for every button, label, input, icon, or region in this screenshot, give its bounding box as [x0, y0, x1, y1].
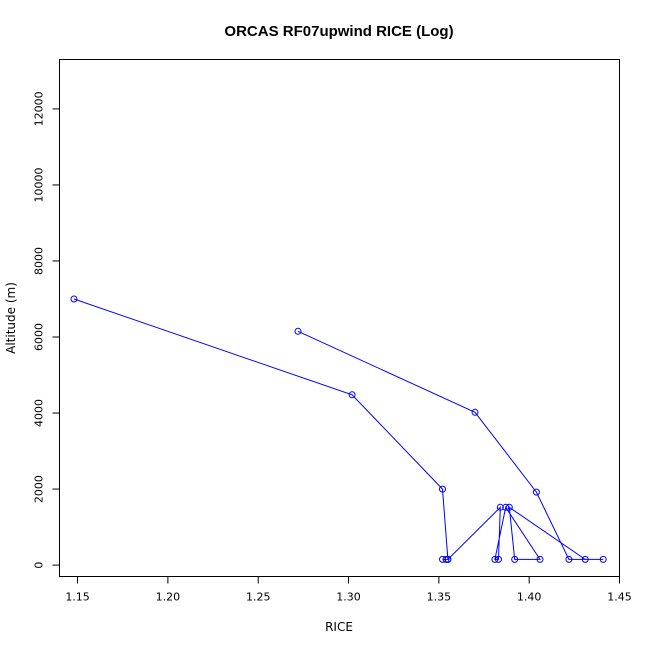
- x-axis-label: RICE: [325, 620, 353, 634]
- x-tick-label: 1.30: [336, 591, 361, 604]
- chart-title: ORCAS RF07upwind RICE (Log): [224, 23, 453, 40]
- data-point: [532, 488, 540, 496]
- data-point: [599, 555, 607, 563]
- x-tick-label: 1.15: [65, 591, 90, 604]
- data-point: [496, 503, 504, 511]
- plot-area: [59, 59, 620, 577]
- data-point: [565, 555, 573, 563]
- y-tick-label: 0: [33, 562, 46, 569]
- y-tick-label: 6000: [33, 323, 46, 351]
- x-tick-label: 1.40: [517, 591, 542, 604]
- data-point: [581, 555, 589, 563]
- x-axis: 1.15 1.20 1.25 1.30 1.35 1.40 1.45: [65, 576, 632, 604]
- data-point: [439, 485, 446, 493]
- data-point: [505, 503, 513, 511]
- data-point: [495, 555, 502, 563]
- data-point: [511, 555, 519, 563]
- y-tick-label: 4000: [33, 399, 46, 427]
- data-point: [536, 555, 544, 563]
- data-point: [444, 555, 452, 563]
- data-point: [491, 555, 499, 563]
- y-tick-label: 10000: [33, 167, 46, 202]
- data-point: [294, 327, 302, 335]
- data-series: [70, 295, 607, 563]
- y-axis-label: Altitude (m): [4, 282, 18, 354]
- data-point: [70, 295, 78, 303]
- y-axis: 0 2000 4000 6000 8000 10000 12000: [33, 91, 60, 569]
- x-tick-label: 1.35: [427, 591, 452, 604]
- x-tick-label: 1.20: [156, 591, 181, 604]
- series-line: [73, 298, 604, 560]
- y-tick-label: 12000: [33, 91, 46, 126]
- data-point: [439, 555, 446, 563]
- data-point: [502, 503, 510, 511]
- data-point: [348, 391, 356, 399]
- x-tick-label: 1.45: [607, 591, 632, 604]
- y-tick-label: 8000: [33, 247, 46, 275]
- data-point: [471, 408, 479, 416]
- x-tick-label: 1.25: [246, 591, 271, 604]
- y-tick-label: 2000: [33, 475, 46, 503]
